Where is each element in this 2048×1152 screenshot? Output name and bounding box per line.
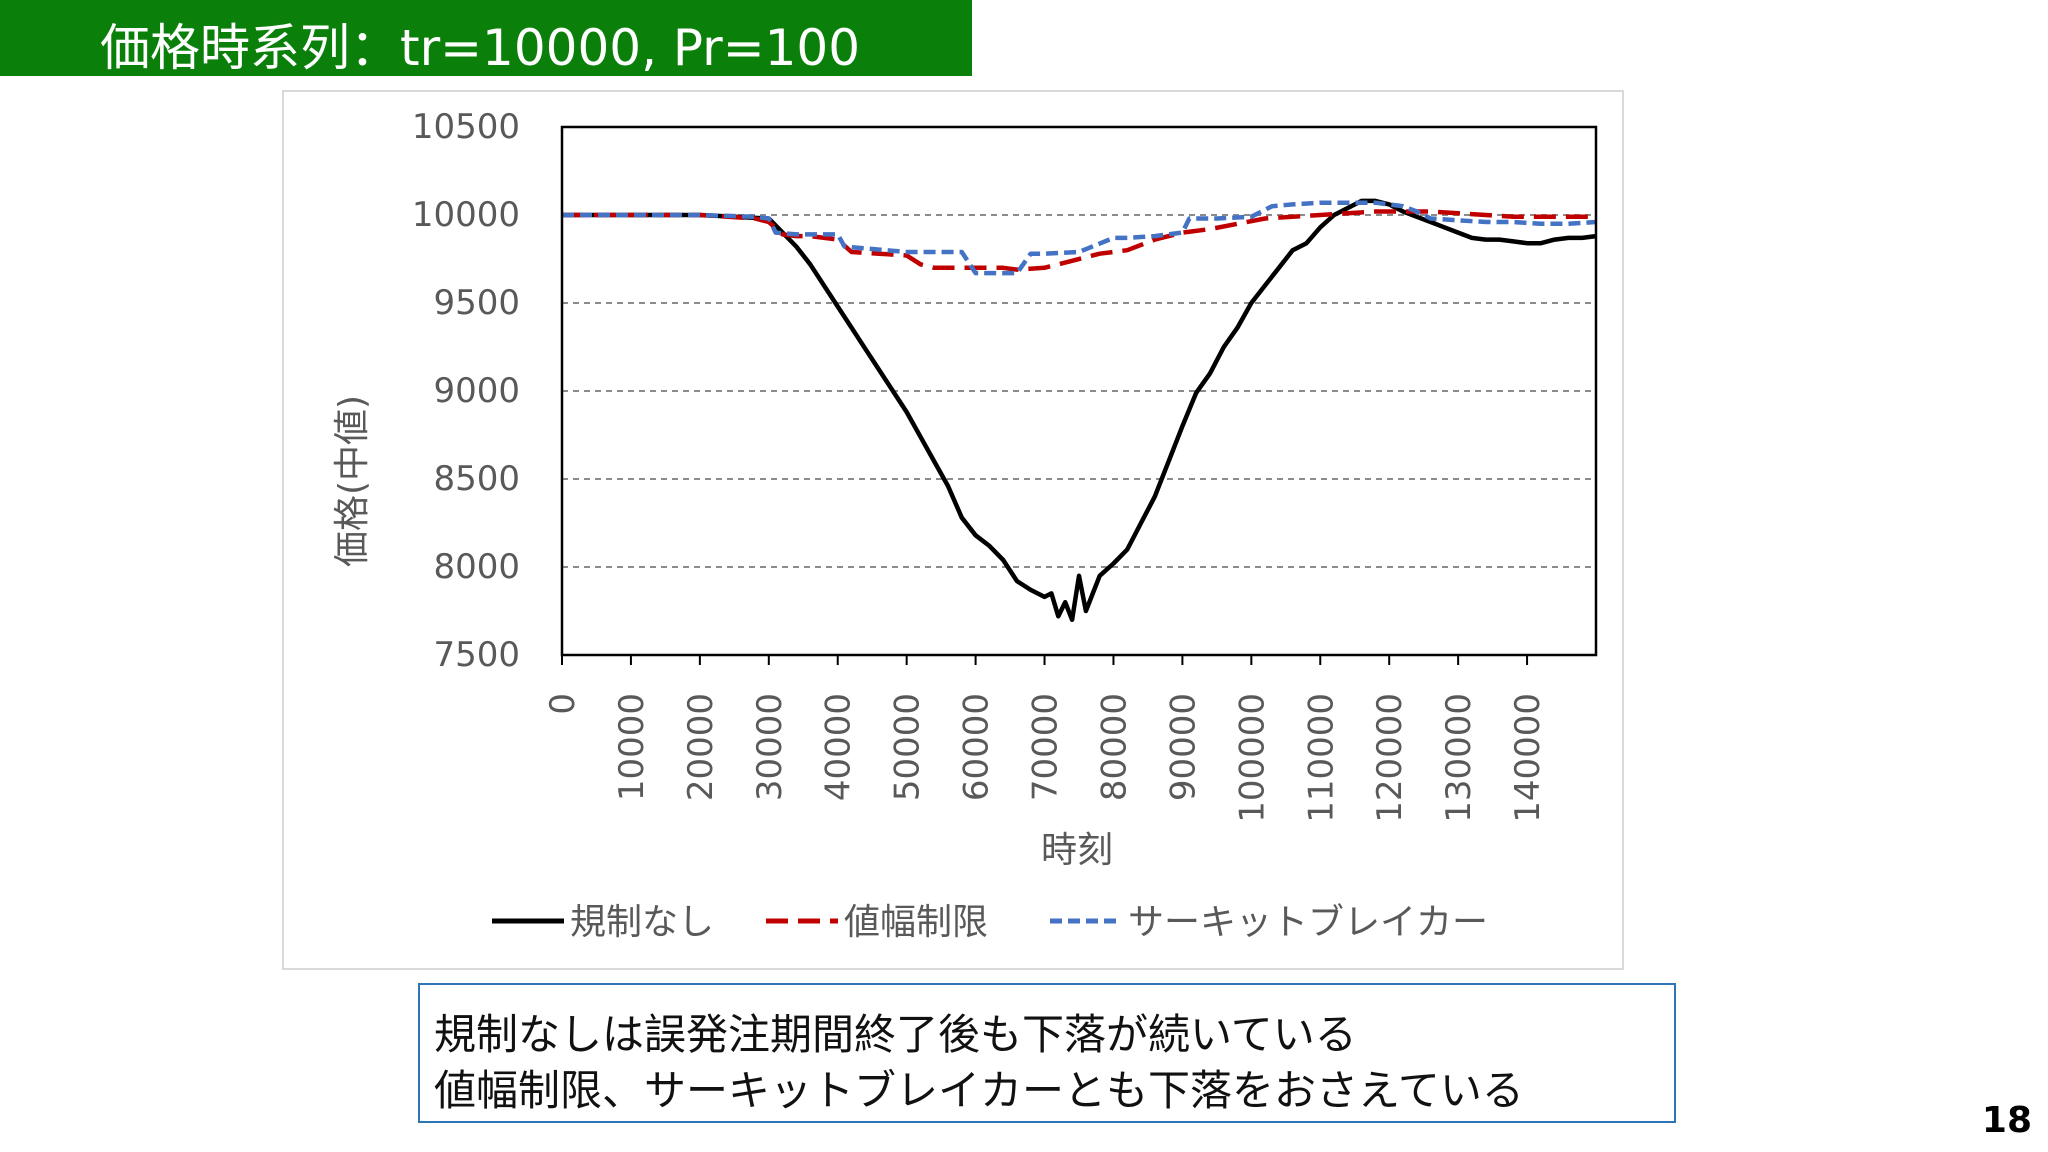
x-tick-label: 50000 (888, 693, 928, 801)
series-line (562, 209, 1596, 272)
x-tick-label: 20000 (681, 693, 721, 801)
x-tick-label: 0 (543, 693, 583, 715)
y-tick-label: 8500 (433, 459, 520, 499)
plot-area-border (560, 125, 1598, 657)
x-tick-label: 120000 (1370, 693, 1410, 823)
y-tick-label: 10000 (412, 195, 520, 235)
x-tick-label: 110000 (1301, 693, 1341, 823)
series-line (562, 200, 1597, 276)
x-tick-label: 10000 (612, 693, 652, 801)
y-tick-label: 7500 (433, 635, 520, 675)
x-tick-label: 140000 (1508, 693, 1548, 823)
page-number: 18 (1981, 1100, 2032, 1141)
y-tick-label: 9500 (433, 283, 520, 323)
x-tick-label: 90000 (1163, 693, 1203, 801)
legend-label: 規制なし (570, 902, 714, 943)
x-tick-label: 60000 (957, 693, 997, 801)
legend-label: 値幅制限 (844, 902, 988, 943)
slide-title: 価格時系列：tr=10000, Pr=100 (100, 19, 861, 77)
y-axis-title: 価格(中値) (332, 395, 373, 567)
note-line-1: 規制なしは誤発注期間終了後も下落が続いている (434, 1010, 1357, 1059)
x-tick-label: 40000 (819, 693, 859, 801)
x-tick-label: 100000 (1232, 693, 1272, 823)
y-tick-label: 8000 (433, 547, 520, 587)
x-tick-label: 70000 (1026, 693, 1066, 801)
note-line-2: 値幅制限、サーキットブレイカーとも下落をおさえている (434, 1066, 1524, 1115)
slide-title-bar: 価格時系列：tr=10000, Pr=100 (0, 0, 972, 77)
legend-label: サーキットブレイカー (1128, 902, 1488, 943)
x-tick-label: 80000 (1094, 693, 1134, 801)
y-tick-label: 9000 (433, 371, 520, 411)
x-tick-label: 130000 (1439, 693, 1479, 823)
x-axis-title: 時刻 (1041, 830, 1113, 871)
series-line (562, 198, 1597, 623)
x-tick-label: 30000 (750, 693, 790, 801)
chart-frame: 7500 8000 8500 9000 9500 10000 10500 0 10000 2000… (282, 90, 1624, 970)
note-box: 規制なしは誤発注期間終了後も下落が続いている 値幅制限、サーキットブレイカーとも… (418, 983, 1676, 1123)
price-chart: 7500 8000 8500 9000 9500 10000 10500 0 10000 2000… (332, 107, 1598, 943)
y-tick-label: 10500 (412, 107, 520, 147)
